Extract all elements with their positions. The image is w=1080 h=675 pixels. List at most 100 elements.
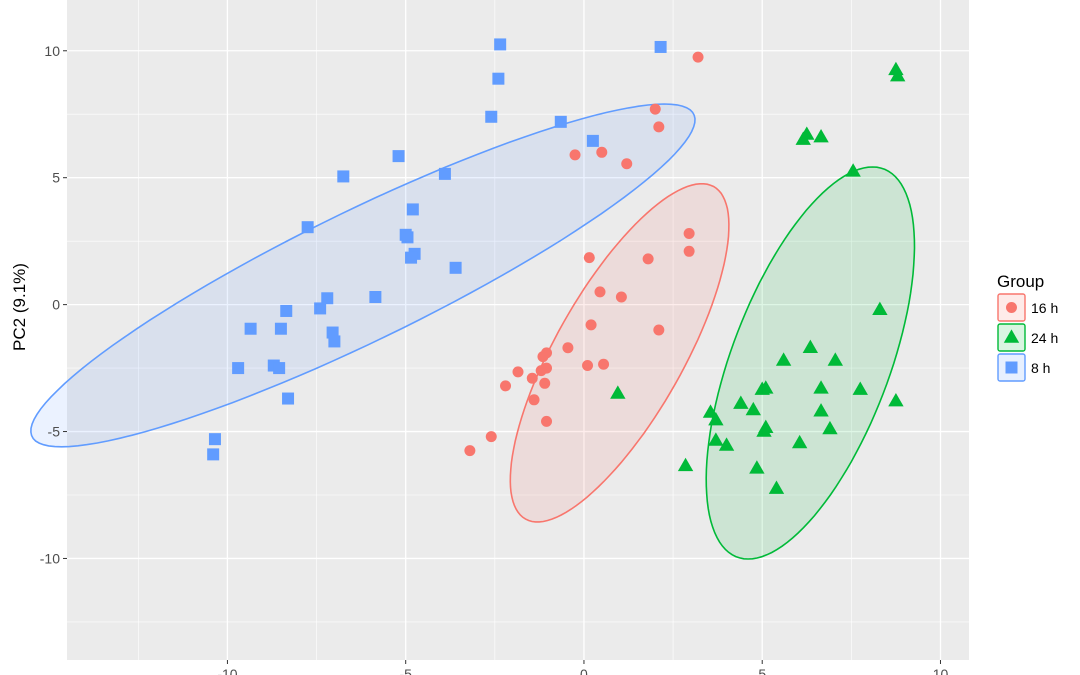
point-8h bbox=[554, 115, 567, 128]
point-16h bbox=[683, 228, 695, 240]
point-8h bbox=[244, 322, 257, 335]
point-8h bbox=[232, 362, 245, 375]
legend-key-8h-marker bbox=[1005, 361, 1018, 374]
point-24h bbox=[791, 434, 808, 449]
legend: Group 16 h 24 h 8 h bbox=[997, 272, 1058, 382]
point-24h bbox=[890, 68, 906, 82]
point-8h bbox=[494, 38, 507, 51]
point-8h bbox=[654, 40, 667, 53]
point-16h bbox=[512, 366, 524, 378]
point-24h bbox=[845, 163, 861, 177]
panel-background bbox=[67, 0, 969, 660]
point-16h bbox=[585, 319, 597, 331]
point-16h bbox=[582, 360, 594, 372]
y-axis-title: PC2 (9.1%) bbox=[10, 263, 29, 351]
point-16h bbox=[649, 103, 661, 115]
y-tick-label: -5 bbox=[48, 424, 61, 440]
point-8h bbox=[280, 304, 293, 317]
point-16h bbox=[692, 51, 704, 63]
point-8h bbox=[301, 221, 314, 234]
point-8h bbox=[449, 261, 462, 274]
point-16h bbox=[541, 415, 553, 427]
confidence-ellipses bbox=[30, 103, 916, 560]
point-8h bbox=[392, 150, 405, 163]
point-8h bbox=[321, 292, 334, 305]
point-8h bbox=[274, 322, 287, 335]
legend-key-16h-marker bbox=[1006, 302, 1017, 313]
point-16h bbox=[537, 351, 549, 363]
point-24h bbox=[749, 460, 765, 474]
point-24h bbox=[872, 301, 888, 315]
point-8h bbox=[273, 362, 286, 375]
x-tick-label: 10 bbox=[933, 666, 949, 675]
point-24h bbox=[768, 480, 785, 494]
point-16h bbox=[683, 245, 695, 257]
y-tick-label: 10 bbox=[44, 43, 60, 59]
point-16h bbox=[596, 146, 608, 158]
y-axis-ticks: -10 -5 0 5 10 bbox=[40, 43, 67, 566]
point-24h bbox=[718, 437, 735, 451]
point-16h bbox=[615, 291, 627, 303]
point-8h bbox=[401, 231, 414, 244]
grid-major bbox=[67, 0, 969, 660]
point-16h bbox=[598, 358, 610, 370]
point-16h bbox=[653, 121, 665, 133]
x-tick-label: 0 bbox=[580, 666, 588, 675]
ellipse-8h bbox=[30, 103, 696, 448]
point-24h bbox=[745, 401, 761, 416]
point-8h bbox=[492, 72, 505, 85]
legend-label: 16 h bbox=[1031, 300, 1058, 316]
point-24h bbox=[708, 432, 724, 446]
legend-label: 24 h bbox=[1031, 330, 1058, 346]
point-16h bbox=[594, 286, 606, 298]
data-points bbox=[207, 38, 906, 494]
point-24h bbox=[775, 352, 792, 366]
y-tick-label: -10 bbox=[40, 550, 60, 566]
point-24h bbox=[610, 385, 626, 399]
point-24h bbox=[802, 339, 819, 354]
point-16h bbox=[485, 431, 497, 443]
x-axis-ticks: -10 -5 0 5 10 bbox=[217, 660, 948, 675]
point-24h bbox=[677, 457, 694, 472]
point-24h bbox=[852, 381, 868, 395]
point-24h bbox=[822, 420, 838, 435]
point-8h bbox=[314, 302, 327, 315]
point-8h bbox=[282, 392, 295, 405]
point-16h bbox=[528, 394, 540, 406]
point-16h bbox=[500, 380, 512, 392]
point-24h bbox=[827, 352, 843, 366]
legend-label: 8 h bbox=[1031, 360, 1050, 376]
point-8h bbox=[328, 335, 341, 348]
x-tick-label: 5 bbox=[758, 666, 766, 675]
point-8h bbox=[207, 448, 220, 461]
point-24h bbox=[702, 404, 719, 418]
y-tick-label: 5 bbox=[52, 170, 60, 186]
point-16h bbox=[562, 342, 574, 354]
point-24h bbox=[888, 392, 904, 407]
legend-keys: 16 h 24 h 8 h bbox=[997, 293, 1058, 382]
point-24h bbox=[756, 423, 772, 437]
point-8h bbox=[438, 167, 451, 180]
point-24h bbox=[733, 395, 749, 409]
point-24h bbox=[758, 380, 774, 394]
point-16h bbox=[653, 324, 665, 336]
point-16h bbox=[569, 149, 581, 161]
legend-key-24h-marker bbox=[1003, 329, 1020, 343]
ellipse-24h bbox=[705, 166, 916, 560]
point-8h bbox=[406, 203, 419, 216]
point-16h bbox=[464, 445, 476, 457]
legend-title: Group bbox=[997, 272, 1044, 291]
point-8h bbox=[485, 110, 498, 123]
point-16h bbox=[535, 365, 547, 377]
x-tick-label: -5 bbox=[399, 666, 412, 675]
point-24h bbox=[813, 128, 829, 143]
point-8h bbox=[586, 134, 599, 147]
y-tick-label: 0 bbox=[52, 297, 60, 313]
point-16h bbox=[621, 158, 633, 170]
point-16h bbox=[642, 253, 654, 265]
x-tick-label: -10 bbox=[217, 666, 237, 675]
point-16h bbox=[539, 377, 551, 389]
point-8h bbox=[337, 170, 350, 183]
point-24h bbox=[813, 403, 829, 417]
